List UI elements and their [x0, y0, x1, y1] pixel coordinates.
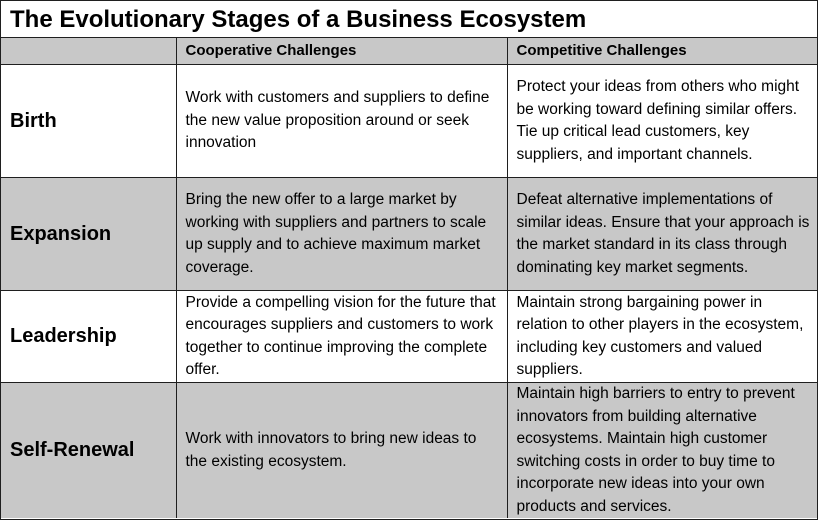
stages-table: Cooperative Challenges Competitive Chall… [1, 38, 817, 518]
cooperative-cell: Work with innovators to bring new ideas … [175, 382, 508, 518]
table-row: Expansion Bring the new offer to a large… [1, 177, 817, 291]
header-stage [1, 38, 177, 65]
header-cooperative: Cooperative Challenges [175, 38, 508, 65]
stage-self-renewal: Self-Renewal [1, 382, 177, 518]
table-row: Self-Renewal Work with innovators to bri… [1, 382, 817, 518]
cooperative-cell: Bring the new offer to a large market by… [175, 177, 508, 291]
stage-expansion: Expansion [1, 177, 177, 291]
table-row: Leadership Provide a compelling vision f… [1, 290, 817, 383]
cooperative-cell: Provide a compelling vision for the futu… [175, 290, 508, 383]
header-row: Cooperative Challenges Competitive Chall… [1, 38, 817, 65]
stage-birth: Birth [1, 64, 177, 178]
competitive-cell: Protect your ideas from others who might… [506, 64, 817, 178]
stage-leadership: Leadership [1, 290, 177, 383]
cooperative-cell: Work with customers and suppliers to def… [175, 64, 508, 178]
table-title: The Evolutionary Stages of a Business Ec… [1, 1, 817, 38]
competitive-cell: Defeat alternative implementations of si… [506, 177, 817, 291]
table-row: Birth Work with customers and suppliers … [1, 64, 817, 178]
header-competitive: Competitive Challenges [506, 38, 817, 65]
competitive-cell: Maintain high barriers to entry to preve… [506, 382, 817, 518]
competitive-cell: Maintain strong bargaining power in rela… [506, 290, 817, 383]
